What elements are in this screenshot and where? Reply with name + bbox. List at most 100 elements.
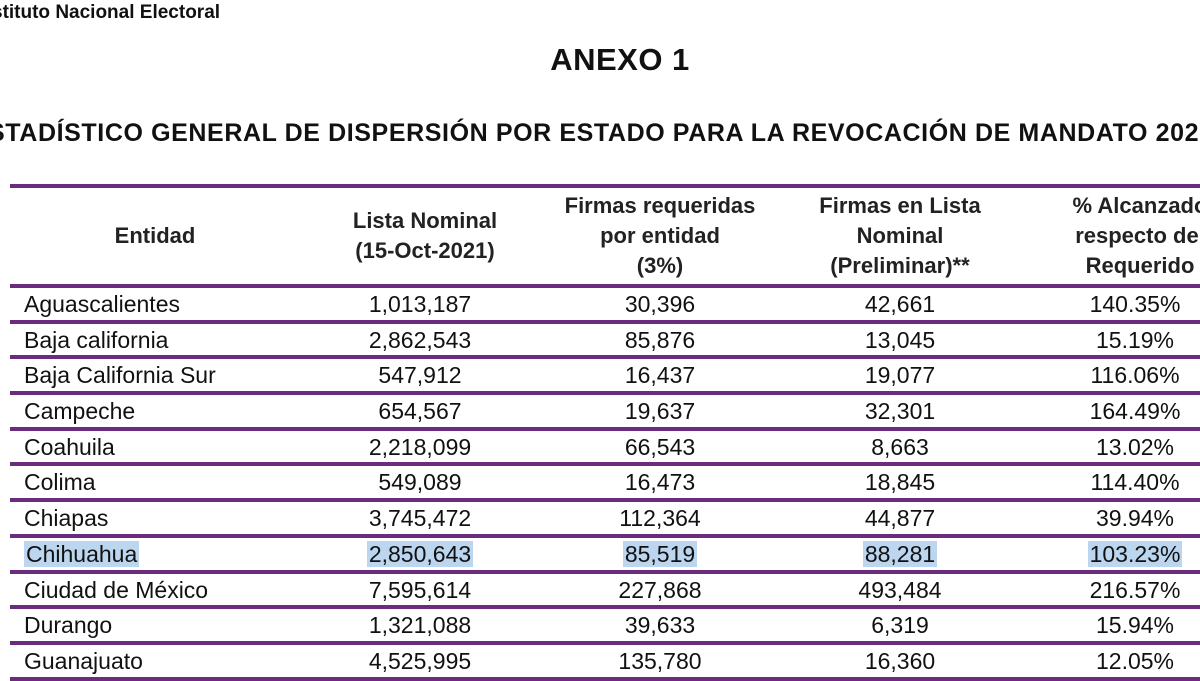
cell-entidad: Colima: [24, 466, 304, 497]
cell-entidad: Chiapas: [24, 502, 304, 533]
cell-firmas-lista-text: 16,360: [864, 647, 936, 674]
cell-lista-nominal-text: 4,525,995: [368, 647, 472, 674]
cell-lista-nominal-text: 547,912: [378, 362, 462, 389]
cell-porcentaje: 140.35%: [1020, 288, 1200, 319]
cell-entidad: Aguascalientes: [24, 288, 304, 319]
table-row: Durango 1,321,088 39,633 6,319 15.94%: [10, 609, 1200, 645]
cell-firmas-lista-text: 44,877: [864, 505, 936, 532]
cell-porcentaje-text: 15.19%: [1095, 326, 1174, 353]
column-header-firmas-lista: Firmas en Lista Nominal (Preliminar)**: [819, 193, 981, 278]
cell-entidad-text: Chihuahua: [24, 540, 140, 567]
organization-name: stituto Nacional Electoral: [0, 2, 221, 23]
cell-entidad-text: Colima: [24, 469, 96, 496]
cell-lista-nominal: 2,218,099: [320, 431, 520, 462]
cell-firmas-requeridas: 112,364: [540, 502, 780, 533]
cell-firmas-lista-text: 19,077: [864, 362, 936, 389]
cell-firmas-lista: 16,360: [790, 645, 1010, 676]
table-row: Chiapas 3,745,472 112,364 44,877 39.94%: [10, 502, 1200, 538]
table-row: Colima 549,089 16,473 18,845 114.40%: [10, 466, 1200, 503]
column-header-porcentaje: % Alcanzado respecto del Requerido: [1072, 193, 1200, 278]
cell-firmas-lista: 493,484: [790, 574, 1010, 605]
cell-firmas-requeridas-text: 85,519: [622, 540, 698, 567]
cell-firmas-requeridas: 135,780: [540, 645, 780, 676]
cell-firmas-requeridas: 39,633: [540, 609, 780, 640]
cell-lista-nominal-text: 3,745,472: [368, 505, 472, 532]
cell-porcentaje-text: 116.06%: [1090, 362, 1180, 389]
cell-entidad: Guanajuato: [24, 645, 304, 676]
cell-entidad-text: Aguascalientes: [24, 291, 180, 317]
cell-lista-nominal-text: 7,595,614: [368, 576, 472, 603]
cell-porcentaje: 15.94%: [1020, 609, 1200, 640]
cell-firmas-requeridas-text: 30,396: [624, 291, 696, 317]
cell-lista-nominal: 4,525,995: [320, 645, 520, 676]
cell-porcentaje-text: 12.05%: [1095, 647, 1174, 674]
cell-porcentaje-text: 164.49%: [1089, 398, 1181, 425]
cell-entidad: Baja california: [24, 324, 304, 355]
cell-porcentaje: 13.02%: [1020, 431, 1200, 462]
cell-firmas-requeridas: 66,543: [540, 431, 780, 462]
cell-firmas-requeridas-text: 135,780: [618, 647, 702, 674]
cell-porcentaje: 164.49%: [1020, 395, 1200, 426]
cell-porcentaje: 116.06%: [1020, 359, 1200, 390]
table-row: Campeche 654,567 19,637 32,301 164.49%: [10, 395, 1200, 431]
cell-porcentaje-text: 114.40%: [1090, 469, 1180, 496]
cell-firmas-requeridas-text: 66,543: [624, 433, 696, 460]
table-row: Guanajuato 4,525,995 135,780 16,360 12.05%: [10, 645, 1200, 681]
document-subtitle: STADÍSTICO GENERAL DE DISPERSIÓN POR EST…: [0, 119, 1200, 147]
cell-firmas-lista: 44,877: [790, 502, 1010, 533]
cell-firmas-lista-text: 32,301: [864, 398, 936, 425]
cell-lista-nominal: 3,745,472: [320, 502, 520, 533]
table-row: Ciudad de México 7,595,614 227,868 493,484 2…: [10, 574, 1200, 610]
cell-entidad-text: Baja California Sur: [24, 362, 216, 389]
cell-lista-nominal: 654,567: [320, 395, 520, 426]
cell-porcentaje: 114.40%: [1020, 466, 1200, 497]
cell-firmas-lista: 13,045: [790, 324, 1010, 355]
cell-lista-nominal: 2,850,643: [320, 538, 520, 569]
cell-porcentaje: 39.94%: [1020, 502, 1200, 533]
cell-firmas-lista: 42,661: [790, 288, 1010, 319]
cell-lista-nominal: 549,089: [320, 466, 520, 497]
cell-porcentaje-text: 216.57%: [1089, 576, 1181, 603]
cell-porcentaje-text: 140.35%: [1089, 291, 1181, 317]
cell-firmas-lista-text: 493,484: [858, 576, 942, 603]
cell-firmas-lista-text: 88,281: [862, 540, 938, 567]
cell-firmas-requeridas: 19,637: [540, 395, 780, 426]
cell-lista-nominal-text: 2,862,543: [368, 326, 472, 353]
cell-firmas-requeridas-text: 227,868: [618, 576, 702, 603]
cell-entidad: Coahuila: [24, 431, 304, 462]
annex-title: ANEXO 1: [550, 42, 690, 77]
cell-firmas-requeridas-text: 39,633: [624, 612, 696, 639]
column-header-lista-nominal: Lista Nominal (15-Oct-2021): [352, 208, 498, 263]
cell-lista-nominal: 2,862,543: [320, 324, 520, 355]
cell-entidad-text: Guanajuato: [24, 647, 143, 674]
table-body: Aguascalientes 1,013,187 30,396 42,661 140.3…: [10, 288, 1200, 681]
cell-firmas-requeridas-text: 16,473: [624, 469, 696, 496]
cell-porcentaje: 103.23%: [1020, 538, 1200, 569]
cell-firmas-lista: 19,077: [790, 359, 1010, 390]
cell-porcentaje-text: 15.94%: [1095, 612, 1174, 639]
cell-entidad: Chihuahua: [24, 538, 304, 569]
cell-lista-nominal: 7,595,614: [320, 574, 520, 605]
table-row: Coahuila 2,218,099 66,543 8,663 13.02%: [10, 431, 1200, 467]
cell-firmas-lista: 88,281: [790, 538, 1010, 569]
column-header-firmas-requeridas: Firmas requeridas por entidad (3%): [564, 193, 756, 278]
cell-entidad: Durango: [24, 609, 304, 640]
cell-porcentaje-text: 13.02%: [1095, 433, 1174, 460]
cell-firmas-requeridas-text: 16,437: [624, 362, 696, 389]
cell-lista-nominal-text: 549,089: [378, 469, 462, 496]
column-header-entidad: Entidad: [114, 223, 196, 248]
cell-entidad-text: Durango: [24, 612, 113, 639]
table-row: Baja California Sur 547,912 16,437 19,077 11…: [10, 359, 1200, 396]
table-header: Entidad Lista Nominal (15-Oct-2021) Firm…: [10, 184, 1200, 288]
dispersion-table: Entidad Lista Nominal (15-Oct-2021) Firm…: [10, 184, 1200, 681]
cell-entidad-text: Chiapas: [24, 505, 109, 532]
cell-firmas-requeridas: 85,876: [540, 324, 780, 355]
cell-firmas-lista: 8,663: [790, 431, 1010, 462]
cell-lista-nominal-text: 654,567: [378, 398, 462, 425]
cell-firmas-lista-text: 13,045: [864, 326, 936, 353]
cell-firmas-lista-text: 8,663: [871, 433, 929, 460]
cell-lista-nominal-text: 2,850,643: [366, 540, 474, 567]
table-row: Aguascalientes 1,013,187 30,396 42,661 140.3…: [10, 288, 1200, 324]
cell-entidad: Baja California Sur: [24, 359, 304, 390]
table-row: Baja california 2,862,543 85,876 13,045 15.1…: [10, 324, 1200, 360]
